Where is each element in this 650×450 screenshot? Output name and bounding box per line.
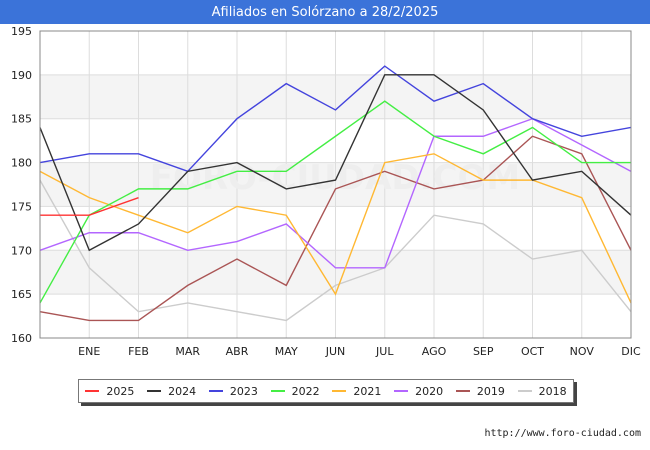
legend-swatch (85, 390, 100, 392)
line-chart: FORO-CIUDAD.COM 160 165 170 175 180 185 190 195… (11, 25, 641, 358)
x-tick-label: DIC (621, 345, 641, 358)
series-line-2022 (39, 100, 631, 304)
x-tick-label: MAR (175, 345, 200, 358)
x-tick-label: JUL (375, 345, 394, 358)
x-tick-label: JUN (325, 345, 346, 358)
legend-label: 2018 (538, 384, 567, 398)
legend-swatch (455, 390, 470, 392)
legend-label: 2021 (353, 384, 382, 398)
series-line-2018 (39, 179, 632, 322)
legend-item-2023: 2023 (208, 384, 258, 398)
legend-swatch (332, 390, 347, 392)
chart-title: Afiliados en Solórzano a 28/2/2025 (0, 0, 650, 24)
legend-swatch (394, 390, 409, 392)
legend-label: 2022 (291, 384, 320, 398)
legend-item-2021: 2021 (332, 385, 381, 398)
y-tick-label: 195 (11, 25, 32, 38)
legend-label: 2023 (229, 384, 258, 398)
watermark-text: FORO-CIUDAD.COM (150, 158, 521, 198)
x-tick-label: SEP (473, 345, 494, 358)
x-tick-label: ENE (78, 345, 100, 358)
legend-label: 2020 (415, 384, 444, 398)
x-tick-label: FEB (128, 345, 149, 358)
x-tick-label: OCT (521, 345, 544, 358)
legend-swatch (147, 390, 162, 392)
y-tick-label: 165 (11, 288, 32, 301)
series-line-2019 (39, 135, 632, 322)
legend-label: 2024 (168, 384, 197, 398)
legend-swatch (517, 390, 532, 392)
series-line-2025 (40, 196, 139, 216)
legend-swatch (208, 390, 223, 392)
legend-item-2024: 2024 (147, 385, 196, 398)
y-tick-label: 160 (11, 332, 32, 345)
legend-item-2019: 2019 (455, 384, 505, 398)
legend-item-2018: 2018 (517, 384, 567, 398)
footer-url: http://www.foro-ciudad.com (484, 428, 641, 439)
y-tick-label: 180 (11, 157, 32, 170)
y-tick-label: 170 (11, 244, 32, 257)
x-tick-label: ABR (226, 345, 249, 358)
legend-swatch (270, 390, 285, 392)
x-tick-label: MAY (275, 345, 298, 358)
y-tick-label: 190 (11, 69, 32, 82)
series-line-2023 (39, 65, 632, 173)
y-tick-label: 185 (11, 113, 32, 126)
series-line-2024 (39, 74, 632, 252)
legend-item-2022: 2022 (270, 384, 320, 398)
legend-item-2025: 2025 (85, 385, 134, 398)
legend-label: 2019 (476, 384, 505, 398)
legend-label: 2025 (106, 384, 135, 398)
y-tick-label: 175 (11, 200, 32, 213)
legend: 2025 2024 2023 2022 2021 2020 2019 2018 (78, 379, 574, 403)
legend-item-2020: 2020 (394, 385, 443, 398)
x-tick-label: AGO (422, 345, 447, 358)
x-tick-label: NOV (570, 345, 595, 358)
